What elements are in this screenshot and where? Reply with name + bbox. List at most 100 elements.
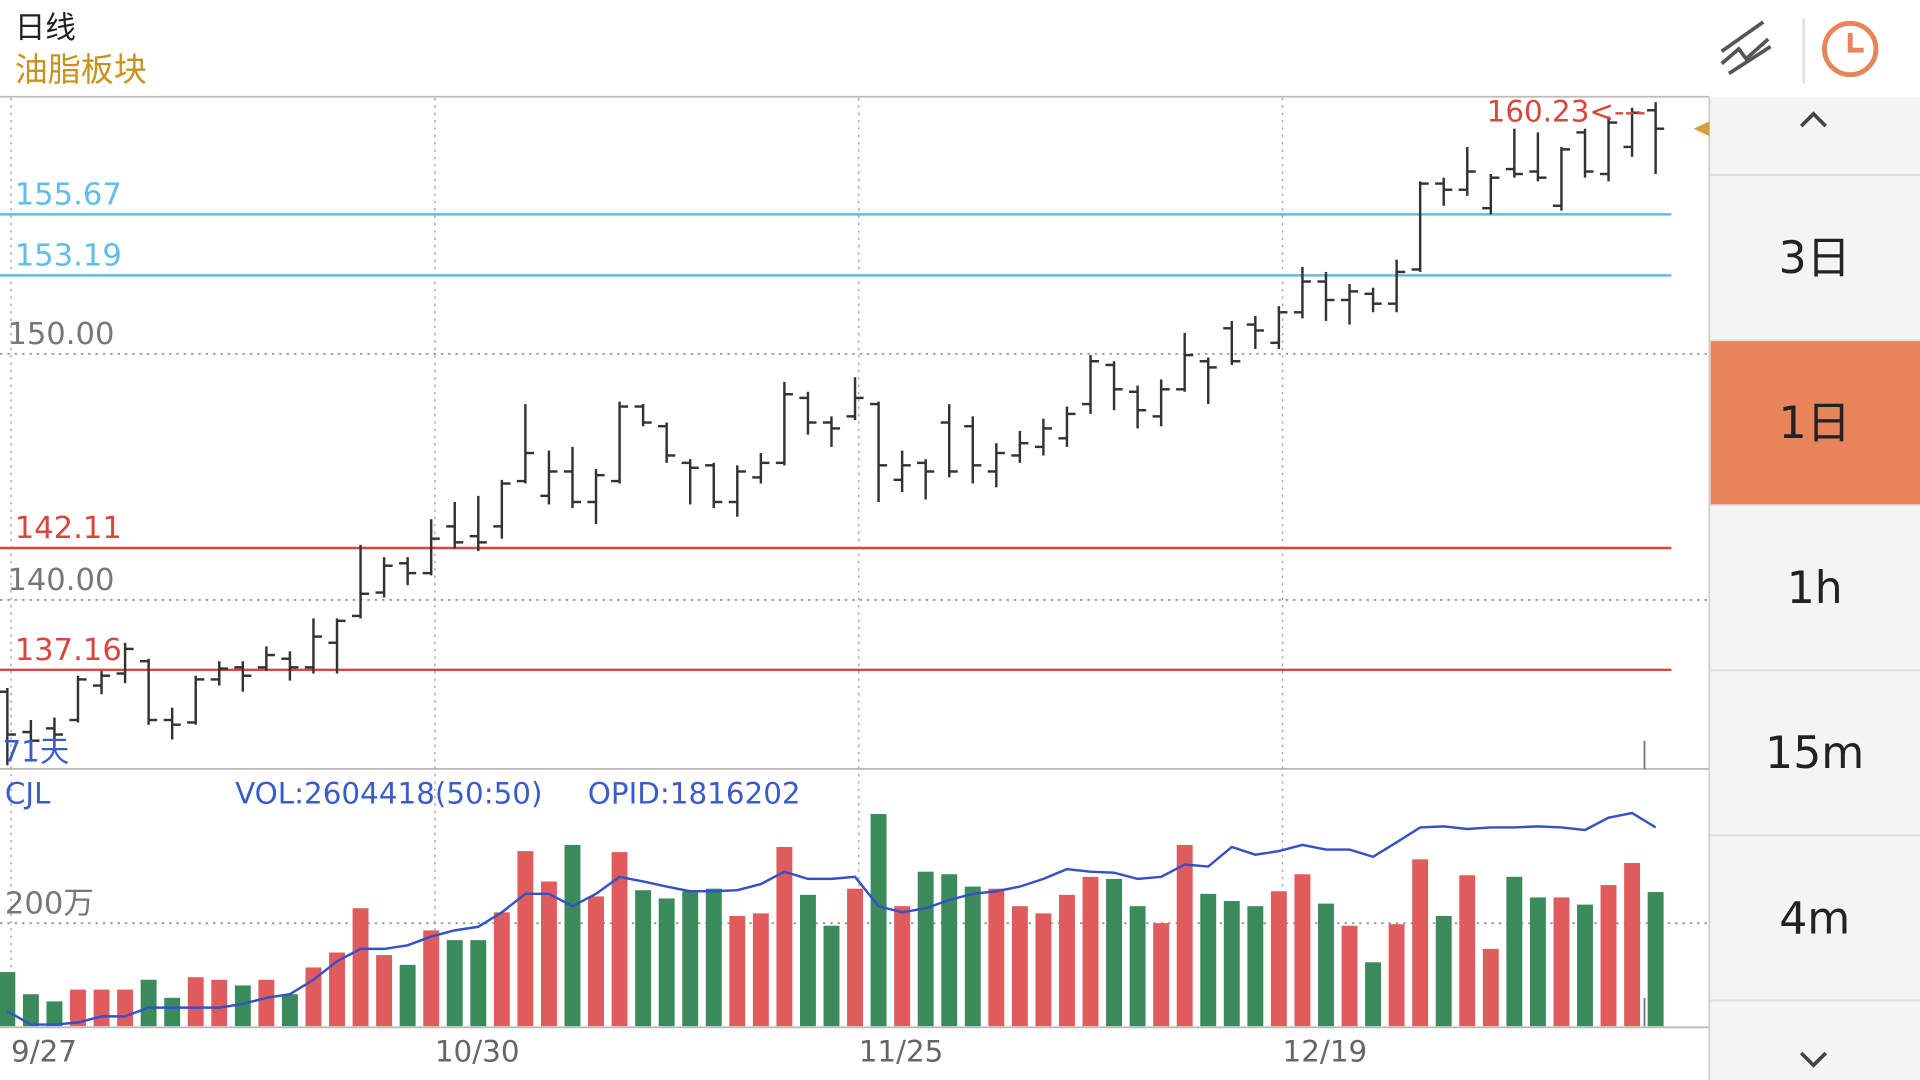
volume-bar [399, 964, 416, 1027]
clock-hands [1847, 33, 1864, 53]
volume-bar [1553, 897, 1570, 1027]
clock-icon[interactable] [1822, 20, 1879, 78]
volume-bar [376, 955, 393, 1027]
last-price-marker [1693, 121, 1710, 137]
volume-bar [1129, 906, 1146, 1027]
volume-bar [46, 1001, 63, 1027]
volume-bar [1318, 903, 1334, 1027]
period-sidebar: 3日 1日 1h 15m 4m [1710, 96, 1920, 1080]
volume-bar [1529, 897, 1546, 1027]
volume-bar [446, 940, 463, 1027]
icon-stroke [1720, 37, 1770, 66]
volume-bar [964, 886, 981, 1027]
y-tick-label: 150.00 [7, 317, 114, 352]
volume-bar [1412, 859, 1429, 1027]
volume-bar [1341, 925, 1358, 1027]
volume-bar [682, 891, 699, 1027]
volume-bar [752, 913, 769, 1027]
volume-bar [870, 814, 887, 1027]
period-button[interactable]: 4m [1779, 893, 1850, 944]
indicator-label: OPID:1816202 [588, 776, 801, 810]
volume-ma-line [6, 811, 1657, 1026]
volume-bar [1577, 904, 1593, 1027]
volume-bar [705, 888, 722, 1027]
volume-bar [117, 989, 134, 1027]
volume-bar [1200, 893, 1217, 1027]
period-button[interactable]: 1日 [1779, 398, 1851, 449]
volume-bar [281, 994, 298, 1027]
bar-count-label: 71天 [2, 735, 69, 769]
volume-bar [847, 888, 863, 1027]
volume-bar [140, 979, 157, 1027]
y-tick-label: 140.00 [7, 563, 114, 598]
volume-bar [1624, 862, 1641, 1027]
volume-bar [1059, 894, 1075, 1027]
volume-bar [540, 881, 557, 1027]
volume-bar [1294, 874, 1311, 1027]
volume-bar [799, 894, 816, 1027]
price-level-label: 155.67 [15, 178, 122, 213]
indicator-label: VOL:2604418(50:50) [235, 776, 542, 810]
volume-bar [1011, 906, 1028, 1027]
x-tick-label: 12/19 [1283, 1035, 1368, 1069]
volume-bar [635, 890, 652, 1027]
volume-bar [776, 846, 793, 1027]
volume-bar [22, 994, 39, 1027]
volume-bar [1176, 844, 1193, 1027]
volume-bar [1153, 923, 1170, 1027]
price-level-label: 142.11 [15, 511, 122, 546]
scroll-down[interactable] [1799, 1051, 1828, 1068]
period-button[interactable]: 3日 [1779, 233, 1851, 284]
volume-bar [1035, 913, 1052, 1027]
volume-bar [70, 989, 86, 1027]
volume-bar [1247, 906, 1264, 1027]
icon-stroke [1720, 20, 1765, 53]
volume-bar [1365, 962, 1382, 1027]
sidebar-background [1710, 96, 1920, 1080]
volume-bar [93, 989, 110, 1027]
indicator-label: CJL [5, 776, 51, 810]
volume-bar [1388, 924, 1405, 1027]
volume-bar [517, 851, 534, 1027]
volume-bar [823, 925, 840, 1027]
volume-bar [211, 979, 228, 1027]
volume-bar [187, 977, 204, 1027]
icon-stroke [1727, 44, 1772, 76]
volume-bar [423, 930, 440, 1027]
volume-bar [234, 985, 251, 1027]
max-price-label: 160.23<--- [1487, 95, 1646, 129]
volume-bar [164, 997, 181, 1027]
volume-bar [1647, 892, 1664, 1027]
price-level-label: 137.16 [15, 633, 122, 668]
x-tick-label: 9/27 [11, 1035, 77, 1069]
volume-bar [1506, 876, 1523, 1027]
draw-tool-icon[interactable] [1720, 20, 1772, 76]
volume-bar [1223, 901, 1240, 1027]
volume-bar [329, 952, 345, 1027]
volume-bar [1435, 915, 1452, 1027]
volume-bar [1459, 875, 1476, 1027]
volume-bar [1482, 948, 1499, 1027]
volume-bar [729, 915, 746, 1027]
volume-bar [1082, 876, 1099, 1027]
volume-bar [1600, 885, 1617, 1027]
instrument-name: 油脂板块 [15, 50, 147, 89]
volume-bar [470, 940, 487, 1027]
volume-bar [941, 874, 958, 1027]
period-label: 日线 [15, 11, 76, 46]
period-button[interactable]: 1h [1787, 563, 1843, 614]
volume-bar [988, 888, 1005, 1027]
volume-bar [611, 852, 628, 1027]
volume-bar [564, 844, 581, 1027]
selected-button-bg [1710, 340, 1920, 506]
volume-bar [258, 979, 275, 1027]
volume-bar [1106, 878, 1123, 1027]
period-button[interactable]: 15m [1765, 728, 1864, 779]
volume-bar [352, 908, 369, 1027]
price-level-label: 153.19 [15, 239, 122, 274]
scroll-up[interactable] [1799, 111, 1828, 128]
volume-bar [658, 898, 675, 1027]
